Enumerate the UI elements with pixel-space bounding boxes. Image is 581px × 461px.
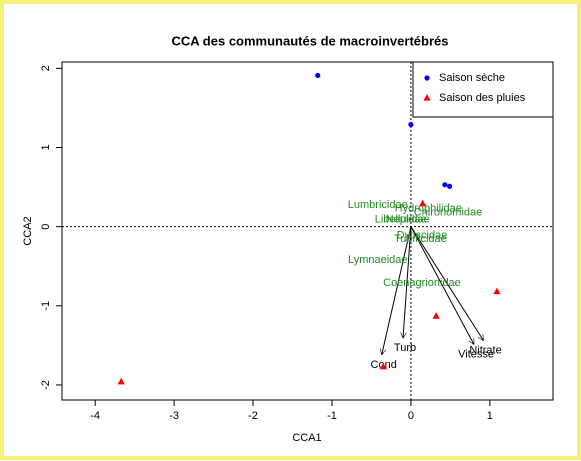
- x-tick-label: 1: [487, 410, 493, 422]
- legend-marker: [423, 94, 431, 101]
- legend-label: Saison sèche: [439, 72, 505, 84]
- chart-title: CCA des communautés de macroinvertébrés: [172, 33, 449, 48]
- x-tick-label: -4: [90, 410, 100, 422]
- point: [446, 183, 453, 189]
- species-label: Coenagrionidae: [383, 277, 461, 289]
- env-label: Turb: [394, 342, 416, 354]
- point: [493, 287, 501, 295]
- plot-frame: [61, 61, 554, 401]
- x-tick-label: -3: [169, 410, 179, 422]
- species-label: Hydrophilidae: [395, 202, 462, 214]
- point: [117, 377, 125, 385]
- x-tick-label: -1: [327, 410, 337, 422]
- y-tick-label: 0: [40, 224, 52, 230]
- point: [408, 121, 414, 128]
- species-label: Lumbricidae: [348, 199, 408, 211]
- chart: CCA des communautés de macroinvertébrés …: [22, 33, 554, 444]
- env-label: Nitrate: [469, 345, 501, 357]
- species-label: Dytiscidae: [397, 229, 448, 241]
- y-tick-label: -2: [40, 380, 52, 390]
- species-label: Lymnaeidae: [348, 254, 408, 266]
- y-axis-label: CCA2: [22, 216, 34, 245]
- point: [442, 182, 448, 188]
- env-arrow: [382, 226, 412, 355]
- y-tick-label: -1: [40, 301, 52, 311]
- point: [432, 312, 440, 319]
- species-label: Libellulidae: [375, 213, 430, 225]
- legend-marker: [424, 75, 430, 81]
- species-label: Chironomidae: [414, 206, 482, 218]
- env-arrow: [410, 226, 475, 345]
- legend-box: [412, 61, 554, 118]
- point: [379, 362, 387, 370]
- x-tick-label: 0: [408, 410, 414, 422]
- species-label: Nepidae: [386, 213, 427, 225]
- x-axis-label: CCA1: [292, 432, 321, 444]
- point: [315, 72, 321, 79]
- y-tick-label: 2: [40, 65, 52, 71]
- env-arrow: [410, 226, 484, 341]
- env-label: Vitesse: [458, 348, 494, 360]
- env-arrow: [403, 226, 412, 339]
- legend-label: Saison des pluies: [439, 92, 526, 104]
- x-tick-label: -2: [248, 410, 258, 422]
- point: [419, 199, 427, 207]
- y-tick-label: 1: [40, 144, 52, 150]
- species-label: Tubificidae: [394, 233, 447, 245]
